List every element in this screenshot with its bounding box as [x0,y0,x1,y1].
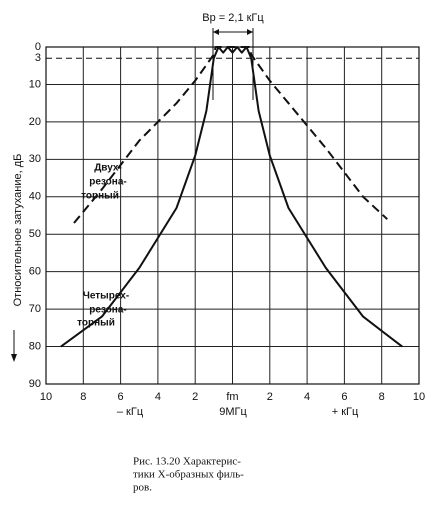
x-tick-label: 2 [267,391,273,403]
caption-line: ров. [133,482,152,494]
caption-line: тики Х-образных филь- [133,469,244,481]
x-tick-label: fm [226,391,238,403]
y-tick-label: 90 [29,378,41,390]
x-tick-label: 10 [40,391,52,403]
x-tick-label: 8 [80,391,86,403]
x-tick-label: 4 [155,391,161,403]
x-tick-label: 8 [379,391,385,403]
x-group-label: + кГц [332,406,359,418]
y-tick-label: 40 [29,191,41,203]
series-label: Двух- [94,163,122,174]
x-tick-label: 10 [413,391,425,403]
y-tick-label: 70 [29,303,41,315]
y-tick-label: 10 [29,78,41,90]
x-group-label: 9МГц [219,406,247,418]
caption-line: Рис. 13.20 Характерис- [133,456,241,468]
y-tick-label: 0 [35,41,41,53]
series-label: резона- [89,177,126,188]
series-line [60,46,403,348]
x-tick-label: 4 [304,391,310,403]
series-label: резона- [89,305,126,316]
series-label: торный [81,191,119,202]
series-label: Четырех- [83,291,129,302]
chart-title: Bp = 2,1 кГц [202,12,264,24]
y-tick-label: 30 [29,153,41,165]
series-label: торный [77,318,115,329]
y-tick-label: 20 [29,116,41,128]
y-axis-arrow [11,330,17,362]
x-group-label: – кГц [117,406,144,418]
x-tick-label: 6 [118,391,124,403]
y-tick-label: 3 [35,52,41,64]
y-tick-label: 50 [29,228,41,240]
y-tick-label: 60 [29,266,41,278]
x-tick-label: 6 [341,391,347,403]
x-tick-label: 2 [192,391,198,403]
series-line [73,46,388,224]
y-tick-label: 80 [29,340,41,352]
y-axis-label: Относительное затухание, дБ [12,154,24,307]
